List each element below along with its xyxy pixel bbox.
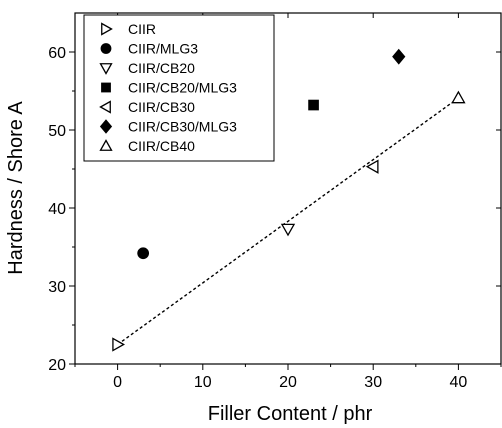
y-tick-label: 60 bbox=[48, 45, 66, 62]
legend-marker bbox=[99, 100, 111, 114]
legend-label: CIIR/CB30 bbox=[128, 99, 195, 115]
y-tick-label: 50 bbox=[48, 123, 66, 140]
x-tick-label: 30 bbox=[364, 374, 382, 391]
x-axis-title: Filler Content / phr bbox=[208, 403, 373, 425]
x-tick-label: 20 bbox=[279, 374, 297, 391]
legend-label: CIIR/CB30/MLG3 bbox=[128, 119, 237, 135]
legend-label: CIIR/CB20/MLG3 bbox=[128, 80, 237, 96]
legend-marker bbox=[99, 63, 113, 75]
data-point bbox=[137, 247, 150, 260]
axis-ticks: 0 10 20 30 40 20 30 40 50 60 bbox=[48, 13, 502, 391]
legend-label: CIIR/MLG3 bbox=[128, 41, 198, 57]
legend-marker bbox=[100, 43, 112, 54]
data-point bbox=[392, 48, 406, 65]
legend-marker bbox=[99, 139, 113, 151]
y-tick-label: 30 bbox=[48, 279, 66, 296]
legend-marker bbox=[99, 119, 113, 134]
legend-marker bbox=[101, 22, 113, 36]
legend-label: CIIR/CB40 bbox=[128, 138, 195, 154]
data-point bbox=[112, 337, 125, 352]
y-tick-label: 40 bbox=[48, 201, 66, 218]
data-markers bbox=[112, 48, 466, 352]
data-point bbox=[308, 99, 319, 111]
data-point bbox=[451, 90, 466, 104]
legend-box bbox=[83, 14, 275, 162]
data-point bbox=[365, 159, 379, 174]
x-tick-label: 10 bbox=[194, 374, 212, 391]
trendline-layer bbox=[117, 97, 459, 346]
x-tick-label: 40 bbox=[450, 374, 468, 391]
trendline bbox=[117, 97, 459, 346]
legend-marker bbox=[101, 82, 111, 93]
legend-label: CIIR/CB20 bbox=[128, 60, 195, 76]
y-tick-label: 20 bbox=[48, 357, 66, 374]
data-point bbox=[280, 223, 296, 237]
legend: CIIR CIIR/MLG3 CIIR/CB20 CIIR/CB20/MLG3 CIIR… bbox=[83, 14, 275, 162]
x-tick-label: 0 bbox=[113, 374, 122, 391]
y-axis-title: Hardness / Shore A bbox=[5, 101, 27, 275]
legend-label: CIIR bbox=[128, 21, 156, 37]
